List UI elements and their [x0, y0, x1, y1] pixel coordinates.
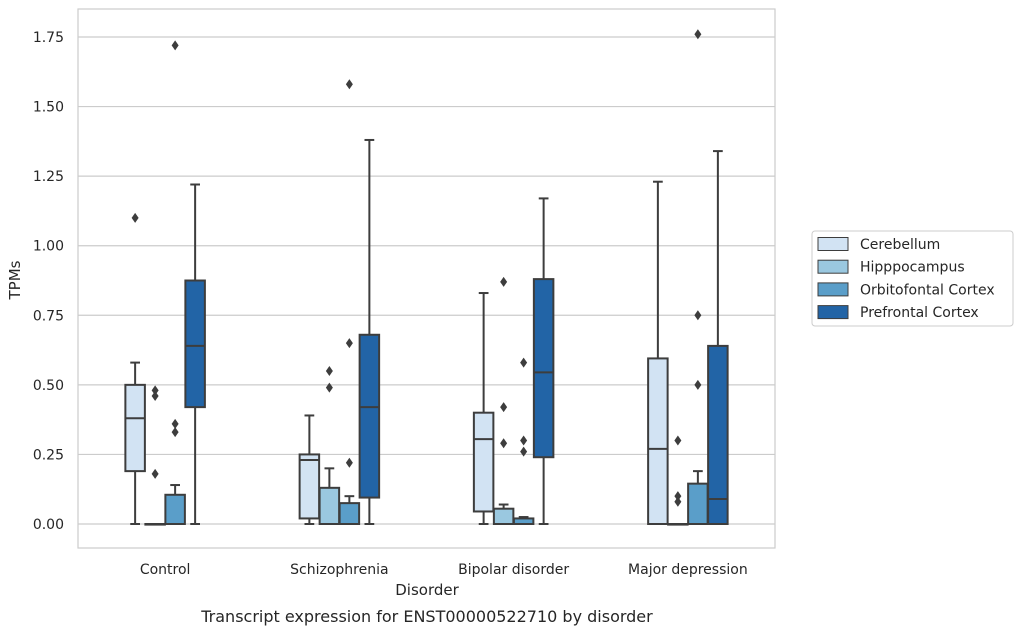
outlier-point: [345, 338, 353, 349]
outlier-point: [694, 379, 702, 390]
outlier-point: [694, 310, 702, 321]
box-bipolar-disorder-cerebellum: [472, 292, 495, 525]
outlier-point: [171, 427, 179, 438]
box-schizophrenia-orbitofontal-cortex: [338, 79, 361, 525]
chart-caption: Transcript expression for ENST0000052271…: [200, 607, 653, 626]
box-control-hipppocampus: [144, 385, 166, 526]
outlier-point: [674, 491, 682, 502]
box-body: [298, 453, 321, 520]
outlier-point: [171, 418, 179, 429]
legend-frame: [811, 230, 1014, 327]
x-tick-label-control: Control: [140, 562, 191, 578]
box-body: [164, 493, 186, 525]
x-tick-label-bipolar-disorder: Bipolar disorder: [458, 562, 569, 578]
y-axis-label: TPMs: [6, 260, 24, 300]
box-major-depression-cerebellum: [647, 180, 669, 526]
outlier-point: [151, 385, 159, 396]
outlier-point: [500, 402, 508, 413]
y-tick-label: 0.50: [33, 378, 64, 394]
outlier-point: [325, 382, 333, 393]
legend-label-prefrontal-cortex: Prefrontal Cortex: [860, 305, 979, 321]
legend-swatch-orbitofontal-cortex: [817, 282, 849, 297]
box-body: [472, 411, 495, 513]
outlier-point: [674, 496, 682, 507]
legend-label-hipppocampus: Hipppocampus: [860, 260, 965, 276]
outlier-point: [520, 435, 528, 446]
legend-swatch-prefrontal-cortex: [817, 305, 849, 320]
box-body: [647, 357, 669, 526]
legend-label-orbitofontal-cortex: Orbitofontal Cortex: [860, 282, 995, 298]
x-axis-label: Disorder: [395, 581, 459, 599]
y-tick-label: 0.00: [33, 517, 64, 533]
box-body: [338, 502, 361, 525]
box-bipolar-disorder-orbitofontal-cortex: [512, 357, 535, 525]
outlier-point: [345, 457, 353, 468]
outlier-point: [500, 438, 508, 449]
outlier-point: [520, 446, 528, 457]
outlier-point: [500, 276, 508, 287]
box-control-cerebellum: [124, 212, 146, 525]
outlier-point: [694, 29, 702, 40]
y-tick-label: 1.00: [33, 239, 64, 255]
box-body: [492, 507, 515, 525]
legend-label-cerebellum: Cerebellum: [860, 237, 940, 253]
outlier-point: [345, 79, 353, 90]
outlier-point: [151, 390, 159, 401]
box-body: [318, 486, 341, 525]
box-schizophrenia-prefrontal-cortex: [358, 138, 381, 525]
x-tick-label-schizophrenia: Schizophrenia: [290, 562, 388, 578]
box-body: [124, 383, 146, 473]
series-prefrontal-cortex: [184, 138, 729, 526]
series-hipppocampus: [144, 276, 689, 526]
outlier-point: [674, 435, 682, 446]
box-control-orbitofontal-cortex: [164, 40, 186, 525]
outlier-point: [131, 212, 139, 223]
legend: Cerebellum Hipppocampus Orbitofontal Corte…: [811, 230, 1014, 327]
box-bipolar-disorder-prefrontal-cortex: [532, 197, 555, 525]
legend-swatch-cerebellum: [817, 237, 849, 251]
outlier-point: [325, 365, 333, 376]
y-tick-label: 1.75: [33, 30, 64, 46]
box-body: [707, 344, 729, 526]
box-major-depression-orbitofontal-cortex: [687, 29, 709, 525]
y-tick-label: 0.25: [33, 447, 64, 463]
box-control-prefrontal-cortex: [184, 183, 206, 525]
x-tick-labels: Control Schizophrenia Bipolar disorder Majo…: [140, 562, 748, 578]
y-tick-labels: 0.00 0.25 0.50 0.75 1.00 1.25 1.50 1.75: [33, 30, 64, 533]
y-tick-label: 1.25: [33, 169, 64, 185]
y-tick-label: 0.75: [33, 308, 64, 324]
box-body: [687, 482, 709, 525]
grid-lines: [78, 36, 775, 525]
box-body: [184, 279, 206, 409]
outlier-point: [520, 357, 528, 368]
series-orbitofontal-cortex: [164, 29, 709, 525]
box-body: [532, 278, 555, 459]
plot-frame: [77, 8, 776, 549]
box-major-depression-prefrontal-cortex: [707, 150, 729, 526]
box-groups: [124, 29, 729, 526]
box-major-depression-hipppocampus: [667, 435, 689, 526]
x-tick-label-major-depression: Major depression: [628, 562, 748, 578]
series-cerebellum: [124, 180, 669, 526]
box-schizophrenia-hipppocampus: [318, 365, 341, 525]
legend-swatch-hipppocampus: [817, 259, 849, 274]
box-bipolar-disorder-hipppocampus: [492, 276, 515, 525]
outlier-point: [151, 468, 159, 479]
y-tick-label: 1.50: [33, 100, 64, 116]
box-schizophrenia-cerebellum: [298, 414, 321, 525]
outlier-point: [171, 40, 179, 51]
box-body: [358, 333, 381, 499]
